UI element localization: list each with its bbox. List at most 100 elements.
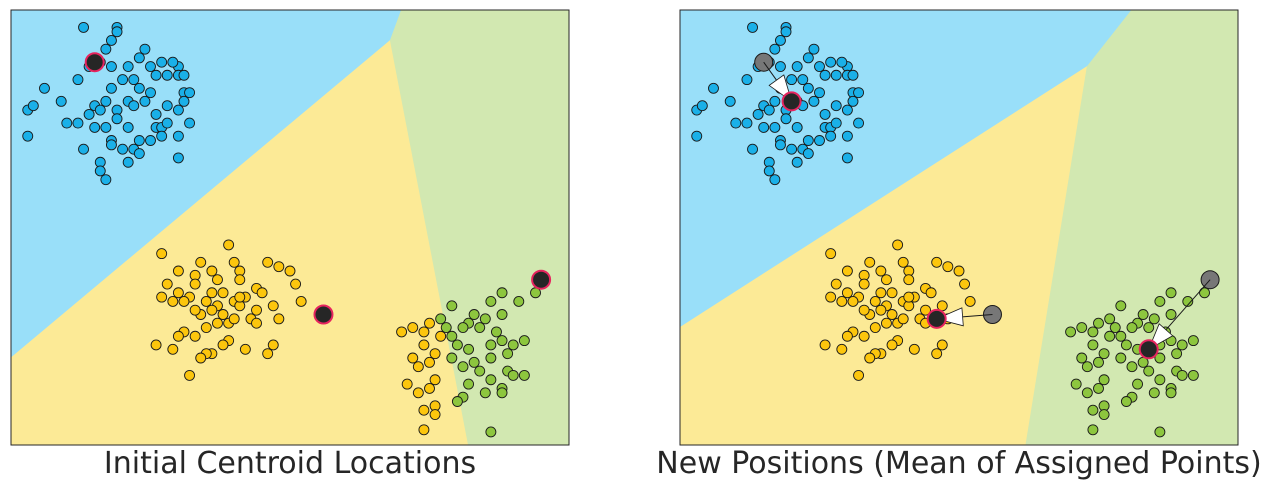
data-point — [830, 278, 842, 290]
data-point — [105, 35, 117, 46]
data-point — [825, 248, 837, 260]
data-point — [518, 335, 530, 347]
data-point — [841, 130, 853, 142]
data-point — [825, 56, 837, 68]
data-point — [267, 339, 279, 351]
data-point — [479, 313, 491, 325]
data-point — [819, 108, 831, 120]
data-point — [178, 69, 190, 81]
data-point — [741, 117, 753, 129]
data-point — [853, 117, 865, 129]
data-point — [853, 369, 865, 381]
data-point — [145, 61, 156, 73]
data-point — [1148, 313, 1160, 325]
data-point — [27, 100, 39, 112]
data-point — [440, 322, 452, 333]
data-point — [206, 304, 218, 316]
data-point — [100, 43, 112, 55]
data-point — [1154, 426, 1166, 438]
data-point — [847, 296, 859, 307]
data-point — [429, 409, 441, 420]
data-point — [1120, 396, 1132, 407]
data-point — [875, 304, 887, 316]
data-point — [172, 130, 184, 142]
data-point — [1176, 369, 1188, 381]
data-point — [875, 265, 887, 277]
data-point — [1098, 374, 1110, 386]
data-point — [936, 339, 948, 351]
panel-new-positions: New Positions (Mean of Assigned Points) — [656, 9, 1262, 481]
data-points — [691, 21, 1210, 438]
data-point — [217, 339, 229, 351]
data-point — [763, 104, 775, 116]
data-point — [897, 256, 909, 268]
data-point — [1115, 300, 1127, 312]
data-point — [881, 274, 892, 286]
data-point — [189, 278, 201, 290]
data-point — [234, 274, 246, 286]
data-point — [724, 95, 736, 107]
data-point — [496, 387, 508, 399]
data-point — [122, 156, 134, 168]
data-point — [273, 261, 285, 273]
data-point — [1120, 339, 1132, 351]
data-point — [747, 143, 758, 155]
data-point — [953, 265, 965, 277]
data-point — [786, 74, 798, 86]
data-point — [150, 69, 162, 81]
data-point — [808, 95, 820, 107]
data-point — [1081, 361, 1093, 373]
data-point — [122, 61, 134, 73]
data-point — [836, 343, 848, 355]
data-point — [234, 291, 246, 303]
data-point — [172, 104, 184, 116]
data-point — [959, 278, 971, 290]
data-point — [836, 296, 848, 307]
data-point — [396, 326, 408, 338]
data-point — [747, 21, 758, 33]
data-point — [206, 287, 218, 299]
data-point — [105, 61, 117, 73]
data-point — [172, 152, 184, 164]
data-point — [189, 330, 201, 342]
data-point — [774, 139, 786, 151]
data-point — [228, 313, 240, 325]
data-point — [903, 291, 915, 303]
data-point — [1154, 374, 1166, 386]
data-point — [156, 130, 168, 142]
data-point — [769, 174, 781, 186]
data-point — [774, 61, 786, 73]
panel-initial: Initial Centroid Locations — [10, 9, 570, 481]
data-point — [1126, 361, 1138, 373]
data-point — [769, 43, 781, 55]
data-point — [418, 404, 430, 416]
data-point — [468, 356, 480, 368]
data-point — [691, 130, 703, 142]
data-point — [172, 287, 184, 299]
data-point — [808, 43, 820, 55]
chart-title: New Positions (Mean of Assigned Points) — [656, 446, 1261, 481]
data-point — [212, 317, 223, 329]
data-point — [1154, 352, 1166, 364]
data-point — [178, 296, 190, 307]
data-point — [457, 322, 469, 333]
data-point — [94, 165, 106, 177]
data-point — [133, 148, 145, 160]
data-point — [496, 287, 508, 299]
data-point — [451, 396, 463, 407]
data-point — [485, 374, 497, 386]
data-point — [1081, 387, 1093, 399]
centroid — [84, 52, 105, 73]
data-point — [1171, 348, 1183, 360]
data-point — [273, 313, 285, 325]
data-points — [22, 21, 541, 438]
data-point — [39, 82, 50, 94]
data-point — [858, 278, 870, 290]
data-point — [72, 74, 84, 86]
data-point — [1109, 322, 1121, 333]
data-point — [752, 108, 764, 120]
data-point — [161, 278, 173, 290]
data-point — [412, 361, 424, 373]
data-point — [111, 113, 123, 125]
data-point — [1104, 313, 1116, 325]
